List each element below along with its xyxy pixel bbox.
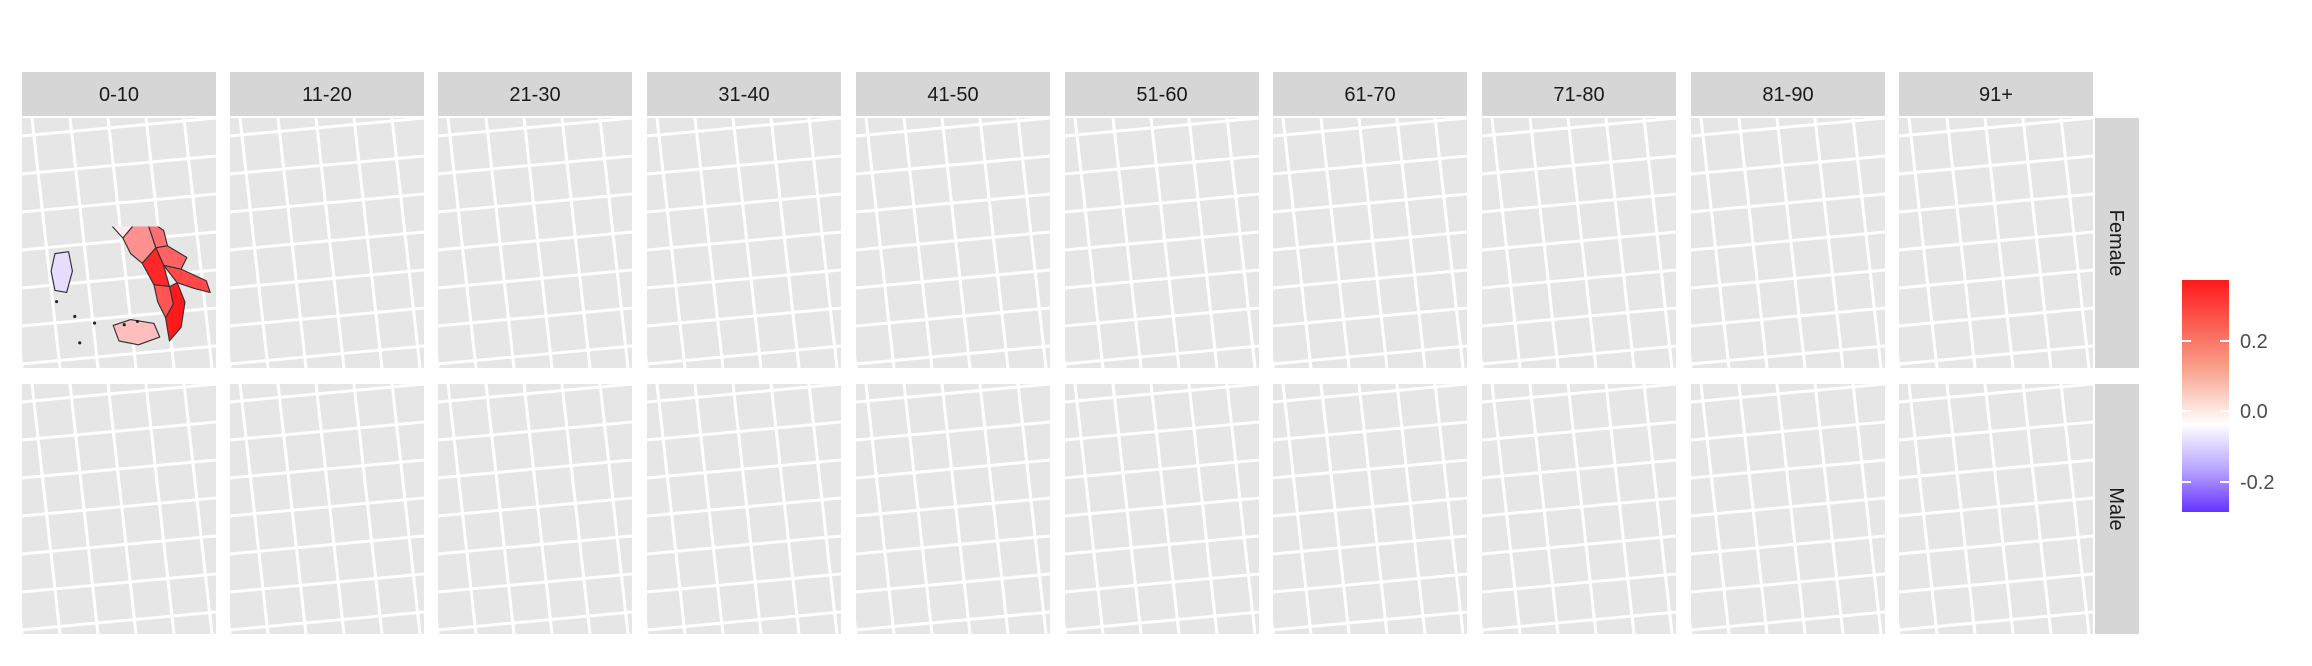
graticule: [647, 118, 841, 368]
facet-strip-91+: 91+: [1899, 72, 2093, 116]
map-panel-female-81-90: [1691, 118, 1885, 368]
facet-column-label: 41-50: [927, 84, 978, 106]
facet-column-label: 0-10: [99, 84, 139, 106]
facet-column-label: 31-40: [718, 84, 769, 106]
map-panel-male-71-80: [1482, 384, 1676, 634]
map-panel-female-61-70: [1273, 118, 1467, 368]
island-dot: [78, 341, 82, 345]
map-panel-female-21-30: [438, 118, 632, 368]
graticule: [1482, 384, 1676, 634]
island-dot: [122, 323, 126, 327]
facet-column-label: 21-30: [509, 84, 560, 106]
italy-map: [50, 226, 211, 346]
graticule: [438, 384, 632, 634]
graticule: [1273, 384, 1467, 634]
graticule: [1899, 384, 2093, 634]
facet-strip-51-60: 51-60: [1065, 72, 1259, 116]
graticule: [1691, 118, 1885, 368]
map-panel-male-21-30: [438, 384, 632, 634]
graticule: [647, 384, 841, 634]
region-S6: [153, 284, 174, 319]
map-panel-male-81-90: [1691, 384, 1885, 634]
map-panel-female-51-60: [1065, 118, 1259, 368]
facet-strip-71-80: 71-80: [1482, 72, 1676, 116]
graticule: [438, 118, 632, 368]
graticule: [22, 384, 216, 634]
facet-strip-31-40: 31-40: [647, 72, 841, 116]
region-S4: [141, 247, 171, 288]
map-panel-male-0-10: [22, 384, 216, 634]
facet-column-label: 81-90: [1762, 84, 1813, 106]
map-panel-female-31-40: [647, 118, 841, 368]
graticule: [856, 118, 1050, 368]
island-dot: [135, 319, 139, 323]
facet-row-label: Male: [2105, 487, 2127, 530]
graticule: [1482, 118, 1676, 368]
island-dot: [55, 300, 59, 304]
graticule: [856, 384, 1050, 634]
graticule: [230, 118, 424, 368]
graticule: [1691, 384, 1885, 634]
legend-tick-label: -0.2: [2240, 472, 2274, 494]
map-panel-female-71-80: [1482, 118, 1676, 368]
facet-column-label: 11-20: [302, 84, 352, 106]
map-panel-female-41-50: [856, 118, 1050, 368]
facet-column-label: 71-80: [1553, 84, 1604, 106]
region-C3: [111, 226, 134, 239]
facet-row-label: Female: [2105, 210, 2127, 277]
facet-column-label: 51-60: [1136, 84, 1187, 106]
graticule: [230, 384, 424, 634]
facet-strip-0-10: 0-10: [22, 72, 216, 116]
map-panel-male-11-20: [230, 384, 424, 634]
graticule: [1273, 118, 1467, 368]
facet-strip-11-20: 11-20: [230, 72, 424, 116]
region-Sar: [50, 251, 74, 294]
map-panel-male-31-40: [647, 384, 841, 634]
color-legend: 0.2 0.0 -0.2: [2182, 280, 2274, 512]
graticule: [1899, 118, 2093, 368]
legend-colorbar: [2182, 280, 2229, 512]
graticule: [22, 118, 216, 368]
map-panel-male-41-50: [856, 384, 1050, 634]
legend-tick-label: 0.2: [2240, 331, 2268, 353]
map-panel-male-61-70: [1273, 384, 1467, 634]
map-panel-male-91+: [1899, 384, 2093, 634]
island-dot: [93, 321, 97, 325]
graticule: [1065, 118, 1259, 368]
facet-column-label: 61-70: [1344, 84, 1395, 106]
island-dot: [73, 314, 77, 319]
facet-strip-female: Female: [2095, 118, 2139, 368]
legend-tick-label: 0.0: [2240, 401, 2268, 423]
map-panel-male-51-60: [1065, 384, 1259, 634]
facet-column-label: 91+: [1979, 84, 2013, 106]
graticule: [1065, 384, 1259, 634]
map-panel-female-11-20: [230, 118, 424, 368]
facet-strip-21-30: 21-30: [438, 72, 632, 116]
facet-strip-male: Male: [2095, 384, 2139, 634]
map-panel-female-91+: [1899, 118, 2093, 368]
facet-strip-41-50: 41-50: [856, 72, 1050, 116]
facet-strip-81-90: 81-90: [1691, 72, 1885, 116]
map-panel-female-0-10: [22, 118, 216, 368]
facet-strip-61-70: 61-70: [1273, 72, 1467, 116]
